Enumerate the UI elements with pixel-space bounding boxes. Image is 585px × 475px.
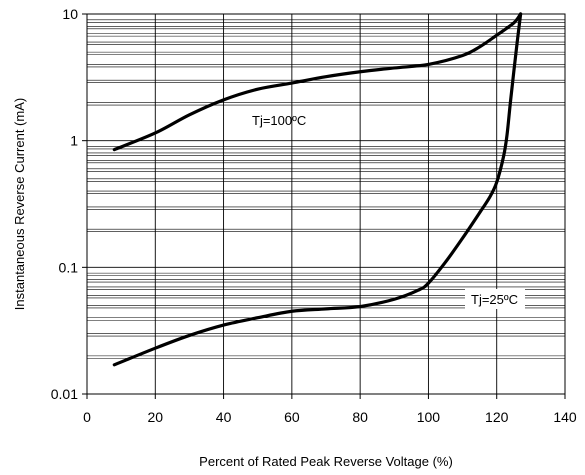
x-tick-label: 60 xyxy=(284,409,300,425)
grid xyxy=(87,14,565,395)
annotation-tj25-bg xyxy=(465,289,525,309)
y-axis-title: Instantaneous Reverse Current (mA) xyxy=(12,98,27,310)
y-tick-label: 10 xyxy=(62,6,78,22)
x-axis-title: Percent of Rated Peak Reverse Voltage (%… xyxy=(199,454,453,469)
x-tick-label: 0 xyxy=(83,409,91,425)
y-tick-label: 0.1 xyxy=(59,259,79,275)
y-axis-ticks: 0.01 0.1 1 10 xyxy=(51,6,87,402)
x-tick-label: 40 xyxy=(216,409,232,425)
x-axis-ticks: 0 20 40 60 80 100 120 140 xyxy=(83,394,577,425)
x-tick-label: 120 xyxy=(485,409,509,425)
y-tick-label: 0.01 xyxy=(51,386,78,402)
curves xyxy=(112,12,523,367)
x-tick-label: 20 xyxy=(147,409,163,425)
plot-frame xyxy=(86,13,566,395)
x-tick-label: 80 xyxy=(352,409,368,425)
y-tick-label: 1 xyxy=(70,133,78,149)
x-tick-label: 140 xyxy=(553,409,577,425)
curve-tj25 xyxy=(112,12,523,367)
annotation-tj100: Tj=100ºC xyxy=(252,113,306,128)
curve-tj100 xyxy=(112,12,523,152)
x-tick-label: 100 xyxy=(417,409,441,425)
annotation-tj25: Tj=25ºC xyxy=(471,292,518,307)
